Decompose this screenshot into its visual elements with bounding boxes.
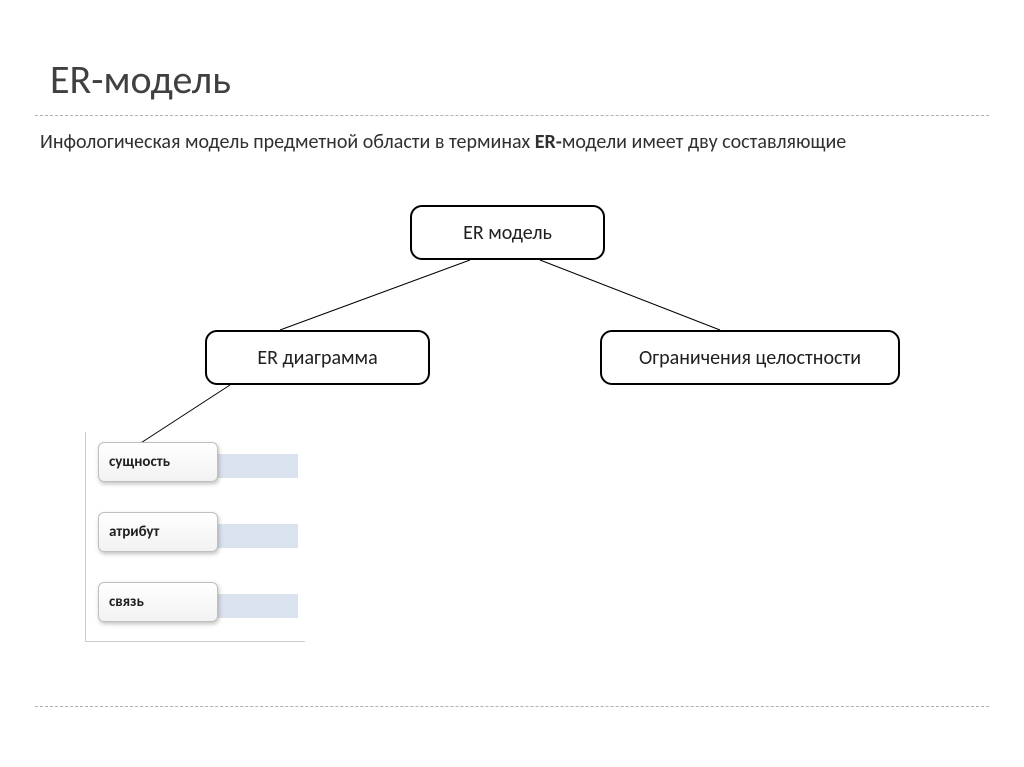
node-right: Ограничения целостности (600, 330, 900, 385)
list-chip: сущность (98, 442, 218, 482)
list-item: атрибут (86, 502, 305, 572)
slide-title: ER-модель (50, 55, 231, 104)
list-chip-label: связь (109, 593, 144, 611)
list-chip: связь (98, 582, 218, 622)
list-chip: атрибут (98, 512, 218, 552)
node-root: ER модель (410, 205, 605, 260)
subtitle-text-bold: ER- (535, 130, 562, 154)
list-chip-label: атрибут (109, 523, 159, 541)
subtitle-text-2: модели имеет дву составляющие (562, 130, 846, 154)
edge-root-left (280, 260, 470, 330)
node-left-label: ER диаграмма (257, 346, 377, 370)
subtitle-text-1: Инфологическая модель предметной области… (40, 130, 535, 154)
slide-subtitle: Инфологическая модель предметной области… (40, 130, 960, 155)
smartart-list: сущность атрибут связь (85, 432, 305, 642)
edge-root-right (540, 260, 720, 330)
node-left: ER диаграмма (205, 330, 430, 385)
footer-divider (35, 706, 989, 707)
list-chip-label: сущность (109, 453, 170, 471)
list-item: связь (86, 572, 305, 642)
title-divider (35, 115, 989, 116)
list-item: сущность (86, 432, 305, 502)
node-root-label: ER модель (463, 221, 552, 245)
node-right-label: Ограничения целостности (639, 346, 861, 370)
